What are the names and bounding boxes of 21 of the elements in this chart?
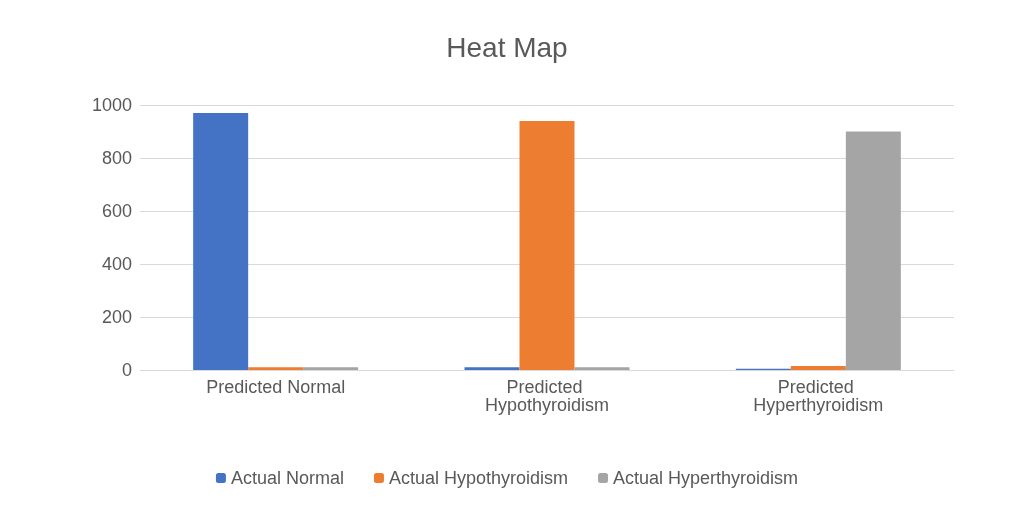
bar xyxy=(790,366,846,370)
y-tick-label: 600 xyxy=(101,201,132,221)
y-tick-label: 0 xyxy=(121,360,132,380)
x-tick-label: Predicted Normal xyxy=(206,377,346,397)
y-tick-label: 1000 xyxy=(91,95,132,115)
y-tick-label: 800 xyxy=(101,148,132,168)
bar xyxy=(303,367,359,370)
legend-label: Actual Hypothyroidism xyxy=(388,468,569,488)
bar xyxy=(845,131,901,370)
y-tick-label: 400 xyxy=(101,254,132,274)
legend-label: Actual Normal xyxy=(230,468,344,488)
bar xyxy=(574,367,630,370)
legend-label: Actual Hyperthyroidism xyxy=(613,468,799,488)
chart-title: Heat Map xyxy=(446,31,568,63)
bar xyxy=(248,367,304,370)
bar xyxy=(464,367,520,370)
x-tick-label: Predicted Hyperthyroidism xyxy=(753,377,884,415)
bar xyxy=(193,112,249,370)
x-tick-label: Predicted Hypothyroidism xyxy=(484,377,610,415)
y-tick-label: 200 xyxy=(101,307,132,327)
bar xyxy=(519,120,575,370)
